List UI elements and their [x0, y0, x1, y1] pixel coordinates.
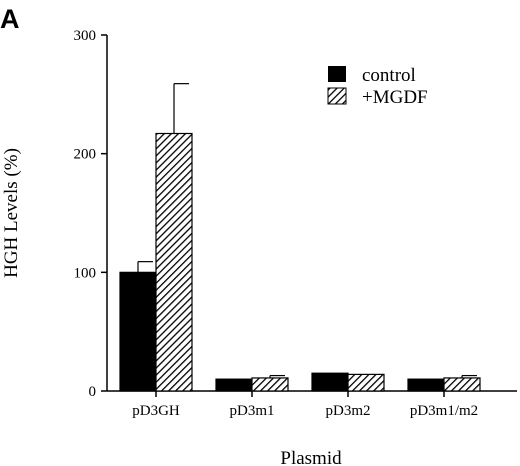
bar-mgdf-3 — [443, 377, 481, 392]
x-tick-label: pD3m1 — [230, 403, 275, 419]
x-tick-label: pD3m2 — [326, 403, 371, 419]
y-axis-title: HGH Levels (%) — [1, 148, 22, 278]
bar-control-3 — [407, 378, 445, 392]
y-tick-label: 300 — [74, 28, 97, 44]
x-axis-title: Plasmid — [280, 448, 342, 466]
bar-control-2 — [311, 372, 349, 392]
y-tick-label: 100 — [74, 265, 97, 281]
bar-mgdf-0 — [155, 132, 193, 392]
bar-mgdf-2 — [347, 373, 385, 392]
x-tick-label: pD3GH — [132, 403, 180, 419]
legend-swatch-control — [328, 66, 346, 82]
y-tick-label: 200 — [74, 147, 97, 163]
panel-letter: A — [0, 4, 20, 34]
y-tick-label: 0 — [89, 384, 97, 400]
legend-label-control: control — [362, 65, 416, 86]
bar-control-1 — [215, 378, 253, 392]
x-tick-label: pD3m1/m2 — [410, 403, 478, 419]
plot-area: 0 100 200 300 pD3GH pD3m1 pD3m2 pD3m1/m2 — [74, 28, 517, 419]
legend-label-mgdf: +MGDF — [362, 87, 428, 108]
bar-control-0 — [119, 271, 157, 392]
bar-mgdf-1 — [251, 377, 289, 392]
legend: control +MGDF — [327, 65, 428, 108]
legend-swatch-mgdf — [327, 87, 347, 105]
